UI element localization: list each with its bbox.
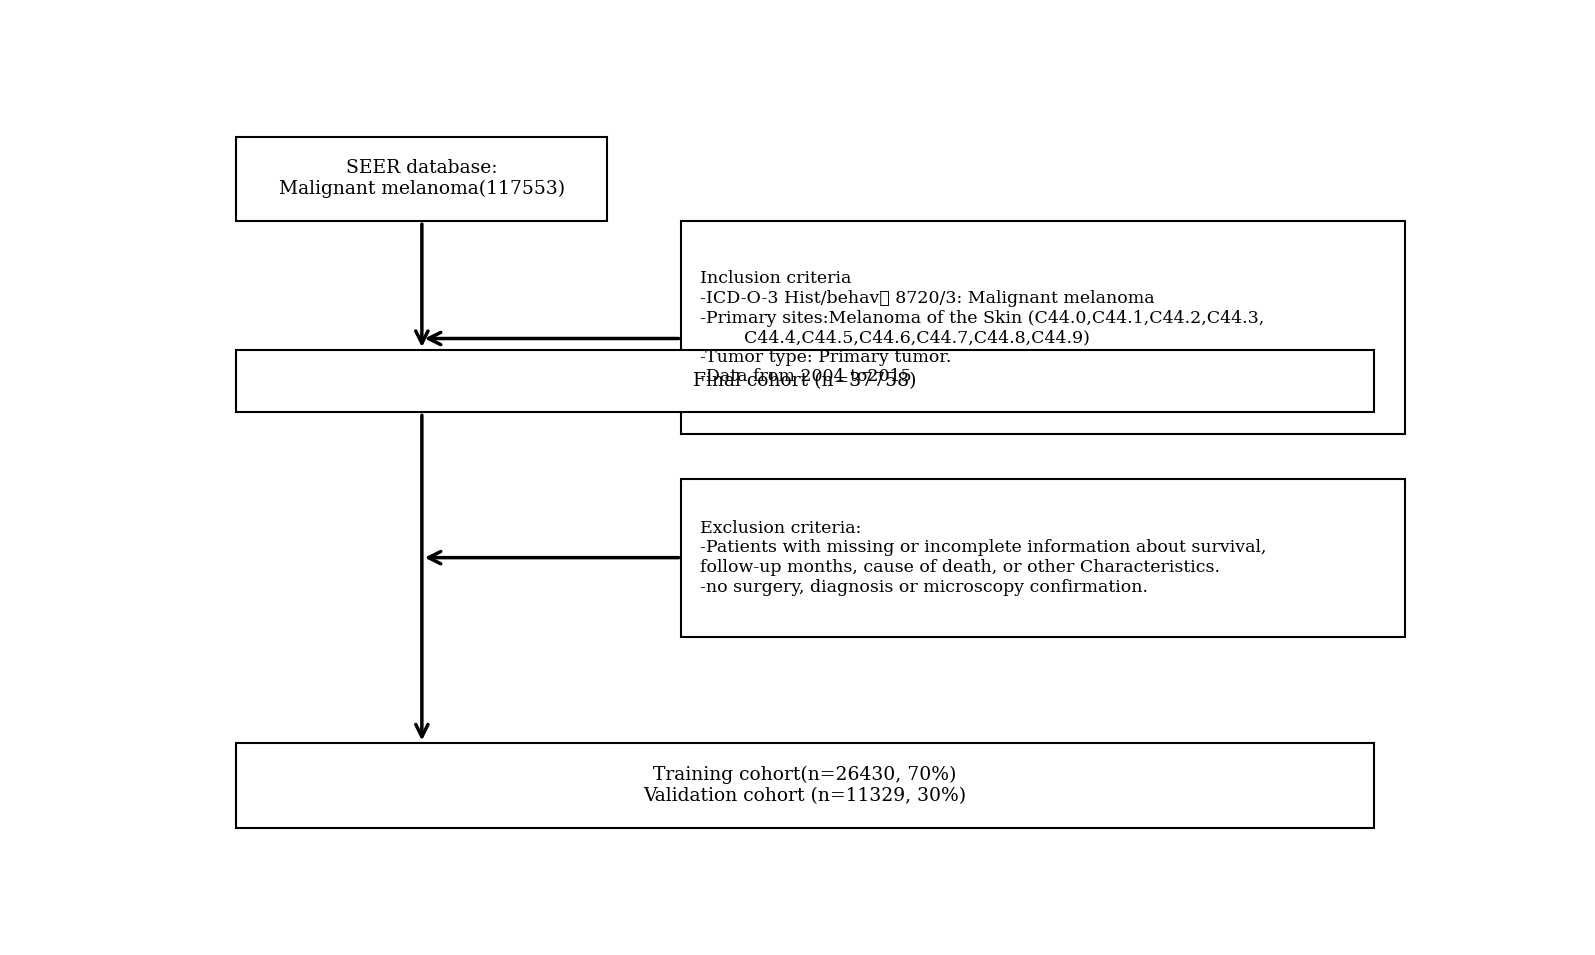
Text: Inclusion criteria
-ICD-O-3 Hist/behav： 8720/3: Malignant melanoma
-Primary site: Inclusion criteria -ICD-O-3 Hist/behav： …	[700, 270, 1265, 386]
FancyBboxPatch shape	[681, 478, 1405, 637]
Text: Final cohort (n=37758): Final cohort (n=37758)	[694, 372, 917, 391]
Text: Exclusion criteria:
-Patients with missing or incomplete information about survi: Exclusion criteria: -Patients with missi…	[700, 520, 1266, 596]
FancyBboxPatch shape	[236, 137, 608, 222]
FancyBboxPatch shape	[236, 350, 1373, 413]
Text: Training cohort(n=26430, 70%)
Validation cohort (n=11329, 30%): Training cohort(n=26430, 70%) Validation…	[643, 766, 967, 805]
Text: SEER database:
Malignant melanoma(117553): SEER database: Malignant melanoma(117553…	[279, 159, 565, 199]
FancyBboxPatch shape	[681, 222, 1405, 435]
FancyBboxPatch shape	[236, 743, 1373, 828]
